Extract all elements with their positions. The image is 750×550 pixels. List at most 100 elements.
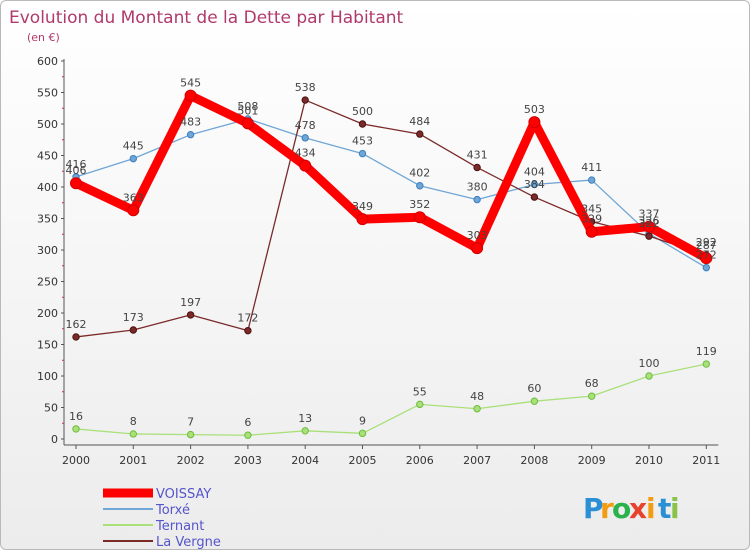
series-point xyxy=(643,220,655,233)
data-label: 345 xyxy=(581,203,602,216)
series-point xyxy=(129,430,138,438)
data-label: 9 xyxy=(359,414,366,427)
data-label: 503 xyxy=(524,103,545,116)
series-point xyxy=(530,180,539,189)
series-point xyxy=(186,131,195,139)
data-label: 483 xyxy=(180,116,201,129)
data-label: 173 xyxy=(123,311,144,324)
series-point xyxy=(702,263,710,272)
data-label: 119 xyxy=(696,345,717,358)
data-label: 453 xyxy=(352,135,373,148)
y-tick-label: 200 xyxy=(37,307,58,320)
x-tick-label: 2001 xyxy=(119,454,147,467)
x-tick-label: 2011 xyxy=(692,454,720,467)
data-label: 337 xyxy=(639,208,660,221)
data-label: 406 xyxy=(66,164,87,177)
data-label: 292 xyxy=(696,236,717,249)
logo-letter: i xyxy=(646,492,656,525)
x-tick-label: 2009 xyxy=(578,454,606,467)
series-point xyxy=(700,252,713,265)
series-point xyxy=(72,333,80,341)
data-label: 172 xyxy=(237,312,258,325)
series-line-3 xyxy=(75,99,707,338)
series-point xyxy=(301,96,309,104)
logo-letter: i xyxy=(670,492,680,525)
series-point xyxy=(416,182,424,190)
series-point xyxy=(356,213,369,226)
data-label: 272 xyxy=(696,249,717,262)
data-label: 508 xyxy=(237,100,258,113)
series-point xyxy=(473,195,481,204)
data-label: 60 xyxy=(527,382,541,395)
series-line-1 xyxy=(75,118,707,269)
data-label: 416 xyxy=(66,158,87,171)
y-tick-label: 350 xyxy=(37,213,58,226)
data-label: 445 xyxy=(123,140,144,153)
series-point xyxy=(530,193,539,201)
series-point xyxy=(416,400,424,409)
y-tick-label: 450 xyxy=(37,150,58,163)
data-label: 501 xyxy=(237,104,258,117)
y-tick-label: 0 xyxy=(51,433,58,446)
data-label: 384 xyxy=(524,178,545,191)
y-tick-label: 500 xyxy=(37,118,58,131)
logo-letter: r xyxy=(600,492,614,525)
x-tick-label: 2010 xyxy=(635,454,663,467)
x-tick-label: 2008 xyxy=(520,454,548,467)
y-tick-label: 550 xyxy=(37,87,58,100)
data-label: 68 xyxy=(585,377,599,390)
chart-subtitle: (en €) xyxy=(27,31,60,44)
data-label: 7 xyxy=(187,416,194,429)
series-point xyxy=(299,159,312,172)
data-label: 326 xyxy=(639,215,660,228)
series-point xyxy=(473,163,481,172)
data-label: 411 xyxy=(581,161,602,174)
logo-letter: x xyxy=(629,492,647,525)
data-label: 162 xyxy=(66,318,87,331)
data-label: 55 xyxy=(413,385,427,398)
series-line-0 xyxy=(71,91,711,263)
x-tick-label: 2003 xyxy=(234,454,262,467)
data-label: 538 xyxy=(295,81,316,94)
chart-title: Evolution du Montant de la Dette par Hab… xyxy=(9,8,404,28)
axes: 0 50 100 150 200 250 300 350 400 450 500 550 600 2000… xyxy=(37,55,720,467)
data-label: 303 xyxy=(467,229,488,242)
data-label: 434 xyxy=(295,147,316,160)
data-label: 363 xyxy=(123,191,144,204)
data-label: 349 xyxy=(352,200,373,213)
logo-letter: P xyxy=(583,492,604,525)
data-label: 380 xyxy=(467,181,488,194)
series-point xyxy=(645,372,653,380)
legend-label: Ternant xyxy=(155,519,204,534)
series-point xyxy=(186,311,195,319)
y-tick-label: 50 xyxy=(44,402,58,415)
data-label: 16 xyxy=(69,410,83,423)
data-label: 404 xyxy=(524,165,545,178)
data-labels: 416 445 483 508 478 453 402 380 404 411 326 272 16 8 7… xyxy=(66,77,717,430)
data-label: 6 xyxy=(244,416,251,429)
data-label: 431 xyxy=(467,148,488,161)
y-tick-label: 100 xyxy=(37,370,58,383)
series-point xyxy=(588,392,596,400)
series-point xyxy=(416,130,424,138)
series-point xyxy=(358,149,367,158)
series-point xyxy=(358,120,367,128)
series-point xyxy=(241,117,254,130)
series-point xyxy=(473,405,481,413)
series-point xyxy=(244,326,252,335)
data-label: 8 xyxy=(130,415,137,428)
series-point xyxy=(70,177,82,190)
series-point xyxy=(588,176,596,184)
data-label: 13 xyxy=(298,412,312,425)
data-label: 500 xyxy=(352,105,373,118)
series-point xyxy=(528,116,541,129)
series-point xyxy=(358,429,367,438)
series-point xyxy=(645,232,653,240)
x-tick-label: 2006 xyxy=(406,454,434,467)
data-label: 100 xyxy=(639,357,660,370)
data-label: 329 xyxy=(581,213,602,226)
